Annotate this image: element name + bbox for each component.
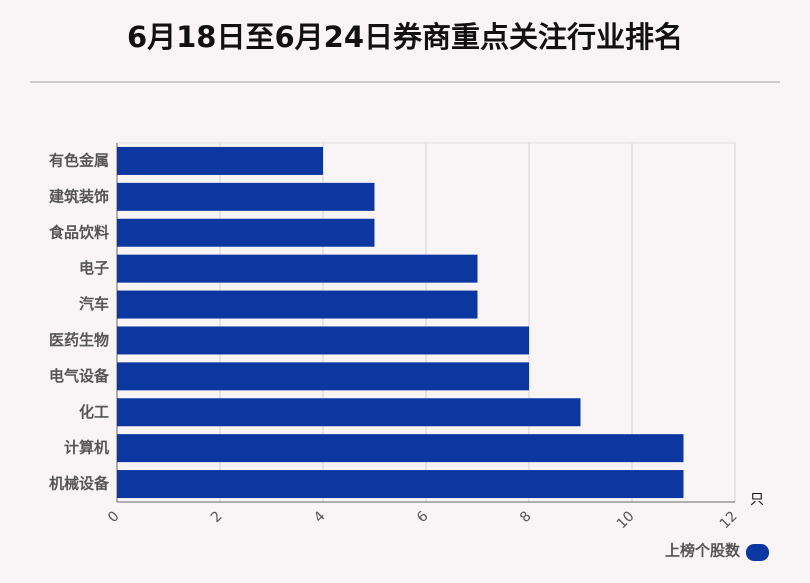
chart-title: 6月18日至6月24日券商重点关注行业排名 bbox=[127, 20, 683, 54]
bar bbox=[117, 398, 581, 427]
y-tick-label: 电气设备 bbox=[49, 367, 110, 385]
y-tick-label: 建筑装饰 bbox=[49, 187, 109, 205]
x-unit: 只 bbox=[750, 492, 764, 508]
y-tick-label: 食品饮料 bbox=[49, 223, 109, 241]
y-tick-label: 有色金属 bbox=[49, 151, 109, 169]
bar bbox=[117, 146, 323, 175]
bar bbox=[117, 290, 478, 319]
bar bbox=[117, 434, 684, 463]
y-tick-label: 汽车 bbox=[79, 295, 109, 313]
legend-label: 上榜个股数 bbox=[665, 542, 741, 560]
y-tick-label: 医药生物 bbox=[49, 331, 109, 349]
bar bbox=[117, 362, 529, 391]
bar bbox=[117, 218, 375, 247]
bar bbox=[117, 326, 529, 355]
y-tick-label: 机械设备 bbox=[49, 475, 110, 493]
legend-swatch bbox=[746, 544, 769, 561]
bar bbox=[117, 254, 478, 283]
y-tick-label: 化工 bbox=[79, 403, 109, 421]
y-tick-label: 计算机 bbox=[64, 439, 109, 457]
bar bbox=[117, 470, 684, 499]
bar bbox=[117, 182, 375, 211]
y-tick-label: 电子 bbox=[79, 259, 109, 277]
